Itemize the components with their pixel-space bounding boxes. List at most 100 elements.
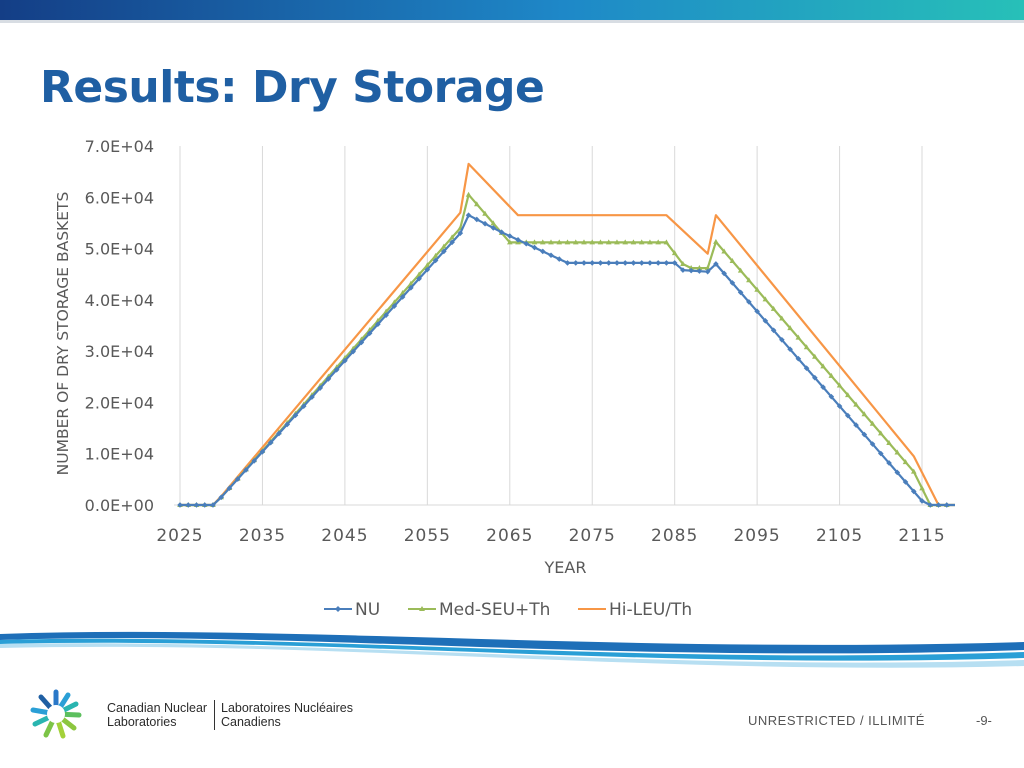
- data-point: [853, 422, 859, 428]
- y-tick-label: 6.0E+04: [85, 188, 154, 207]
- data-point: [482, 210, 488, 216]
- data-point: [572, 260, 579, 266]
- org-name-english: Canadian Nuclear Laboratories: [107, 701, 207, 729]
- x-tick-label: 2075: [569, 526, 616, 546]
- data-point: [713, 261, 719, 267]
- x-tick-label: 2105: [816, 526, 863, 546]
- data-point: [490, 220, 497, 226]
- data-point: [820, 384, 826, 390]
- data-point: [787, 346, 793, 353]
- data-point: [696, 268, 703, 274]
- data-point: [375, 321, 381, 328]
- data-point: [737, 267, 744, 273]
- data-point: [581, 260, 587, 266]
- data-point: [762, 318, 769, 324]
- org-name-french: Laboratoires Nucléaires Canadiens: [221, 701, 353, 729]
- data-point: [663, 260, 670, 266]
- data-point: [218, 494, 225, 501]
- data-point: [251, 458, 258, 464]
- data-point: [614, 260, 620, 266]
- legend-label: Med-SEU+Th: [439, 600, 550, 620]
- data-point: [391, 303, 398, 309]
- data-point: [572, 239, 579, 245]
- x-tick-label: 2025: [156, 526, 203, 546]
- data-point: [729, 280, 736, 286]
- data-point: [474, 201, 480, 207]
- data-point: [597, 239, 604, 245]
- x-tick-label: 2055: [404, 526, 451, 546]
- data-point: [680, 267, 686, 273]
- legend-item: Hi-LEU/Th: [578, 600, 692, 620]
- data-point: [787, 325, 793, 331]
- data-point: [894, 449, 901, 455]
- y-tick-label: 3.0E+04: [85, 342, 154, 361]
- data-point: [276, 430, 282, 437]
- data-point: [803, 365, 810, 372]
- series-hi-leu-th: [180, 162, 955, 507]
- org-name-divider: [214, 700, 215, 730]
- data-point: [622, 260, 629, 266]
- data-point: [432, 257, 439, 264]
- data-point: [201, 502, 208, 508]
- data-point: [713, 238, 719, 244]
- data-point: [531, 244, 538, 251]
- cnl-logo: [30, 689, 82, 739]
- data-point: [523, 240, 530, 247]
- data-point: [408, 285, 414, 291]
- data-point: [539, 239, 546, 245]
- data-point: [449, 234, 455, 240]
- data-point: [498, 229, 505, 235]
- data-point: [614, 239, 620, 245]
- data-point: [935, 502, 942, 508]
- data-point: [910, 468, 917, 474]
- data-point: [383, 312, 389, 318]
- data-point: [564, 260, 571, 266]
- data-point: [845, 412, 851, 419]
- data-point: [886, 460, 892, 466]
- data-point: [869, 441, 876, 447]
- data-point: [812, 353, 818, 359]
- data-point: [416, 271, 422, 277]
- data-point: [350, 348, 356, 355]
- data-point: [671, 260, 678, 266]
- series-med-seu-th: [177, 191, 955, 507]
- data-point: [531, 239, 538, 245]
- data-point: [408, 280, 414, 286]
- data-point: [548, 239, 554, 245]
- data-point: [424, 262, 431, 268]
- legend-label: Hi-LEU/Th: [609, 600, 692, 620]
- data-point: [729, 258, 736, 264]
- data-point: [927, 502, 934, 508]
- data-point: [292, 412, 299, 419]
- org-fr-line2: Canadiens: [221, 715, 281, 729]
- data-point: [647, 260, 653, 266]
- data-point: [622, 239, 629, 245]
- legend-marker: [335, 606, 341, 612]
- x-tick-label: 2035: [239, 526, 286, 546]
- data-point: [490, 225, 497, 231]
- y-tick-label: 1.0E+04: [85, 445, 154, 464]
- footer-wave: [0, 630, 1024, 668]
- data-point: [556, 256, 563, 262]
- y-tick-label: 0.0E+00: [85, 496, 154, 515]
- data-point: [754, 308, 760, 315]
- dry-storage-chart: 2025 2035 2045 2055 2065 2075 2085 2095 2105 2115…: [54, 137, 955, 620]
- data-point: [655, 260, 661, 266]
- y-tick-label: 5.0E+04: [85, 240, 154, 259]
- data-point: [539, 248, 546, 255]
- data-point: [746, 277, 752, 283]
- data-point: [589, 239, 596, 245]
- data-point: [861, 431, 868, 438]
- data-point: [894, 469, 901, 476]
- series-line: [180, 214, 955, 507]
- data-point: [259, 448, 266, 455]
- data-point: [638, 260, 645, 266]
- x-tick-label: 2085: [651, 526, 698, 546]
- org-en-line1: Canadian Nuclear: [107, 701, 208, 715]
- data-point: [943, 502, 950, 508]
- data-point: [795, 355, 802, 362]
- org-fr-line1: Laboratoires Nucléaires: [221, 701, 354, 715]
- data-point: [877, 430, 884, 436]
- data-point: [342, 357, 348, 364]
- data-point: [721, 248, 727, 254]
